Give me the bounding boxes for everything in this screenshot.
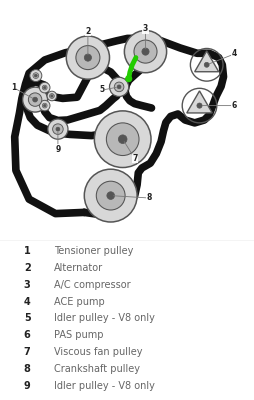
Circle shape bbox=[56, 127, 60, 131]
Circle shape bbox=[47, 91, 56, 101]
Text: 1: 1 bbox=[11, 83, 16, 92]
Text: Crankshaft pulley: Crankshaft pulley bbox=[53, 364, 139, 374]
Circle shape bbox=[118, 135, 126, 144]
Text: 6: 6 bbox=[231, 101, 236, 110]
Text: Idler pulley - V8 only: Idler pulley - V8 only bbox=[53, 381, 154, 390]
Circle shape bbox=[48, 119, 68, 139]
Circle shape bbox=[84, 169, 137, 222]
Text: A/C compressor: A/C compressor bbox=[53, 280, 130, 290]
Text: 5: 5 bbox=[24, 314, 30, 323]
Circle shape bbox=[117, 85, 121, 89]
Circle shape bbox=[84, 54, 91, 61]
Text: Alternator: Alternator bbox=[53, 263, 102, 273]
Text: 9: 9 bbox=[24, 381, 30, 390]
Text: 7: 7 bbox=[132, 154, 137, 163]
Circle shape bbox=[203, 62, 208, 67]
Circle shape bbox=[43, 104, 46, 107]
Circle shape bbox=[52, 124, 63, 134]
Text: 8: 8 bbox=[146, 194, 151, 202]
Circle shape bbox=[42, 103, 47, 108]
Circle shape bbox=[124, 30, 166, 73]
Text: 1: 1 bbox=[24, 246, 30, 256]
Text: 7: 7 bbox=[24, 347, 30, 357]
Circle shape bbox=[39, 100, 50, 111]
Circle shape bbox=[76, 46, 100, 70]
Circle shape bbox=[43, 86, 46, 89]
Circle shape bbox=[109, 77, 128, 96]
Text: 8: 8 bbox=[24, 364, 30, 374]
Text: 2: 2 bbox=[24, 263, 30, 273]
Circle shape bbox=[33, 97, 37, 102]
Circle shape bbox=[28, 93, 42, 106]
Circle shape bbox=[42, 85, 47, 90]
Circle shape bbox=[106, 192, 114, 200]
Text: 3: 3 bbox=[24, 280, 30, 290]
Circle shape bbox=[106, 123, 138, 156]
Circle shape bbox=[196, 103, 201, 108]
Text: PAS pump: PAS pump bbox=[53, 330, 103, 340]
Text: ACE pump: ACE pump bbox=[53, 297, 104, 306]
Polygon shape bbox=[186, 91, 211, 113]
Text: Tensioner pulley: Tensioner pulley bbox=[53, 246, 132, 256]
Text: 3: 3 bbox=[142, 24, 148, 33]
Text: 4: 4 bbox=[24, 297, 30, 306]
Circle shape bbox=[125, 76, 131, 82]
Circle shape bbox=[49, 94, 54, 98]
Text: Viscous fan pulley: Viscous fan pulley bbox=[53, 347, 141, 357]
Text: 2: 2 bbox=[85, 27, 90, 36]
Circle shape bbox=[23, 87, 47, 112]
Circle shape bbox=[66, 36, 109, 79]
Text: 9: 9 bbox=[55, 145, 60, 154]
Circle shape bbox=[94, 111, 150, 168]
Circle shape bbox=[51, 95, 53, 97]
Circle shape bbox=[141, 48, 149, 55]
Circle shape bbox=[133, 40, 156, 63]
Text: 5: 5 bbox=[99, 86, 104, 94]
Circle shape bbox=[30, 70, 42, 82]
Text: 6: 6 bbox=[24, 330, 30, 340]
Polygon shape bbox=[194, 51, 218, 72]
Text: 4: 4 bbox=[231, 50, 236, 58]
Text: Idler pulley - V8 only: Idler pulley - V8 only bbox=[53, 314, 154, 323]
Circle shape bbox=[96, 181, 125, 210]
Circle shape bbox=[34, 74, 37, 77]
Circle shape bbox=[33, 73, 39, 78]
Circle shape bbox=[39, 82, 50, 93]
Circle shape bbox=[114, 82, 123, 92]
